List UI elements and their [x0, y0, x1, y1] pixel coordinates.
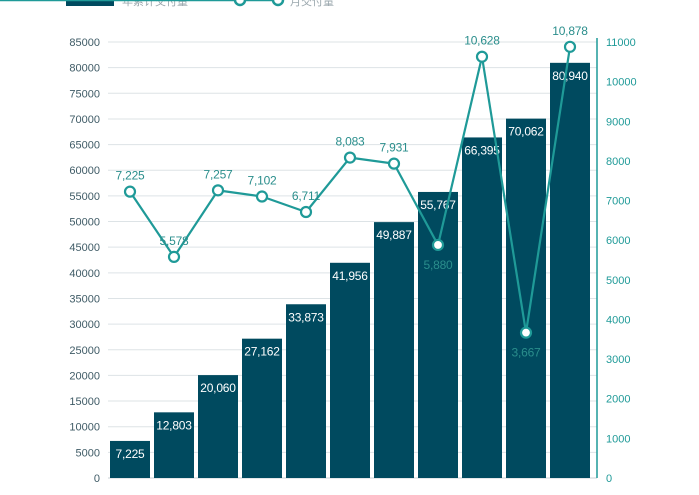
left-tick-label: 65000 — [69, 140, 100, 152]
line-point — [343, 151, 357, 164]
left-tick-label: 5000 — [76, 447, 100, 459]
bar — [110, 440, 150, 478]
line-value-label: 3,667 — [511, 346, 541, 360]
line-point — [123, 185, 137, 198]
bar-value-label: 12,803 — [156, 418, 192, 432]
right-y-axis: 0 1000 2000 3000 4000 5000 6000 7000 8000 9000 100… — [596, 37, 637, 485]
bar-value-label: 41,956 — [332, 269, 368, 283]
right-tick-label: 11000 — [606, 37, 636, 49]
right-tick-label: 6000 — [606, 235, 630, 247]
right-tick-label: 4000 — [606, 314, 630, 326]
line-value-label: 7,931 — [379, 141, 409, 155]
bar — [418, 191, 458, 478]
line-point — [167, 250, 181, 264]
left-tick-label: 45000 — [69, 242, 100, 254]
right-tick-label: 9000 — [606, 116, 630, 128]
left-tick-label: 75000 — [69, 88, 100, 100]
bar — [242, 338, 282, 478]
line-value-label: 7,257 — [203, 167, 233, 181]
left-tick-label: 0 — [94, 473, 100, 485]
bar — [374, 222, 414, 478]
line-value-label: 10,628 — [464, 34, 500, 48]
bar — [462, 137, 502, 478]
right-tick-label: 1000 — [606, 433, 630, 445]
legend-line-label: 月交付量 — [290, 0, 334, 8]
left-tick-label: 55000 — [69, 191, 100, 203]
left-tick-label: 20000 — [69, 370, 100, 382]
line-value-label: 7,225 — [115, 169, 145, 183]
left-tick-label: 50000 — [69, 217, 100, 229]
line-point — [475, 50, 489, 63]
bar-value-label: 70,062 — [508, 125, 544, 139]
legend-line-marker-right — [271, 0, 285, 7]
line-point — [387, 157, 401, 170]
line-point — [299, 205, 313, 219]
line-point — [563, 40, 577, 53]
line-point — [255, 190, 269, 203]
legend-bar-swatch — [66, 0, 114, 6]
line-value-label: 6,711 — [292, 189, 321, 203]
line-point — [431, 238, 445, 252]
line-value-label: 8,083 — [335, 135, 365, 149]
bar-value-label: 55,767 — [420, 198, 456, 212]
legend: 年累计交付量 月交付量 — [0, 0, 334, 8]
right-tick-label: 2000 — [606, 394, 630, 406]
right-tick-label: 10000 — [606, 77, 637, 89]
line-series: 7,225 5,578 7,257 7,102 6,711 8,083 7,931 5,880… — [115, 24, 588, 360]
bar — [286, 304, 326, 478]
left-tick-label: 80000 — [69, 63, 100, 75]
right-tick-label: 5000 — [606, 275, 630, 287]
left-y-axis: 0 5000 10000 15000 20000 25000 30000 35000 40000… — [69, 37, 100, 485]
left-tick-label: 25000 — [69, 345, 100, 357]
right-tick-label: 7000 — [606, 196, 630, 208]
left-tick-label: 35000 — [69, 293, 100, 305]
right-tick-label: 3000 — [606, 354, 630, 366]
bar-series: 7,225 12,803 20,060 27,162 33,873 41,956 49,88… — [110, 62, 590, 479]
line-value-label: 5,578 — [159, 234, 189, 248]
right-tick-label: 0 — [606, 473, 612, 485]
line-point — [519, 326, 533, 339]
line-value-label: 7,102 — [247, 174, 277, 188]
bar-value-label: 27,162 — [244, 345, 280, 359]
bar-value-label: 20,060 — [200, 381, 236, 395]
right-tick-label: 8000 — [606, 156, 630, 168]
left-tick-label: 40000 — [69, 268, 100, 280]
bar-value-label: 66,395 — [464, 143, 500, 157]
left-tick-label: 70000 — [69, 114, 100, 126]
bar — [506, 118, 546, 478]
legend-bar-label: 年累计交付量 — [122, 0, 188, 8]
left-tick-label: 10000 — [69, 422, 100, 434]
legend-line-marker-left — [233, 0, 247, 7]
left-tick-label: 85000 — [69, 37, 100, 49]
bar — [198, 375, 238, 478]
bar-value-label: 7,225 — [115, 447, 145, 461]
bar — [330, 262, 370, 478]
line-value-label: 5,880 — [423, 258, 453, 272]
bar-value-label: 33,873 — [288, 310, 324, 324]
bar — [550, 62, 590, 479]
line-point — [211, 184, 225, 197]
bar — [154, 412, 194, 478]
left-tick-label: 15000 — [69, 396, 100, 408]
bar-value-label: 49,887 — [376, 228, 412, 242]
left-tick-label: 60000 — [69, 165, 100, 177]
left-tick-label: 30000 — [69, 319, 100, 331]
bar-value-label: 80,940 — [552, 69, 588, 83]
line-value-label: 10,878 — [552, 24, 588, 38]
